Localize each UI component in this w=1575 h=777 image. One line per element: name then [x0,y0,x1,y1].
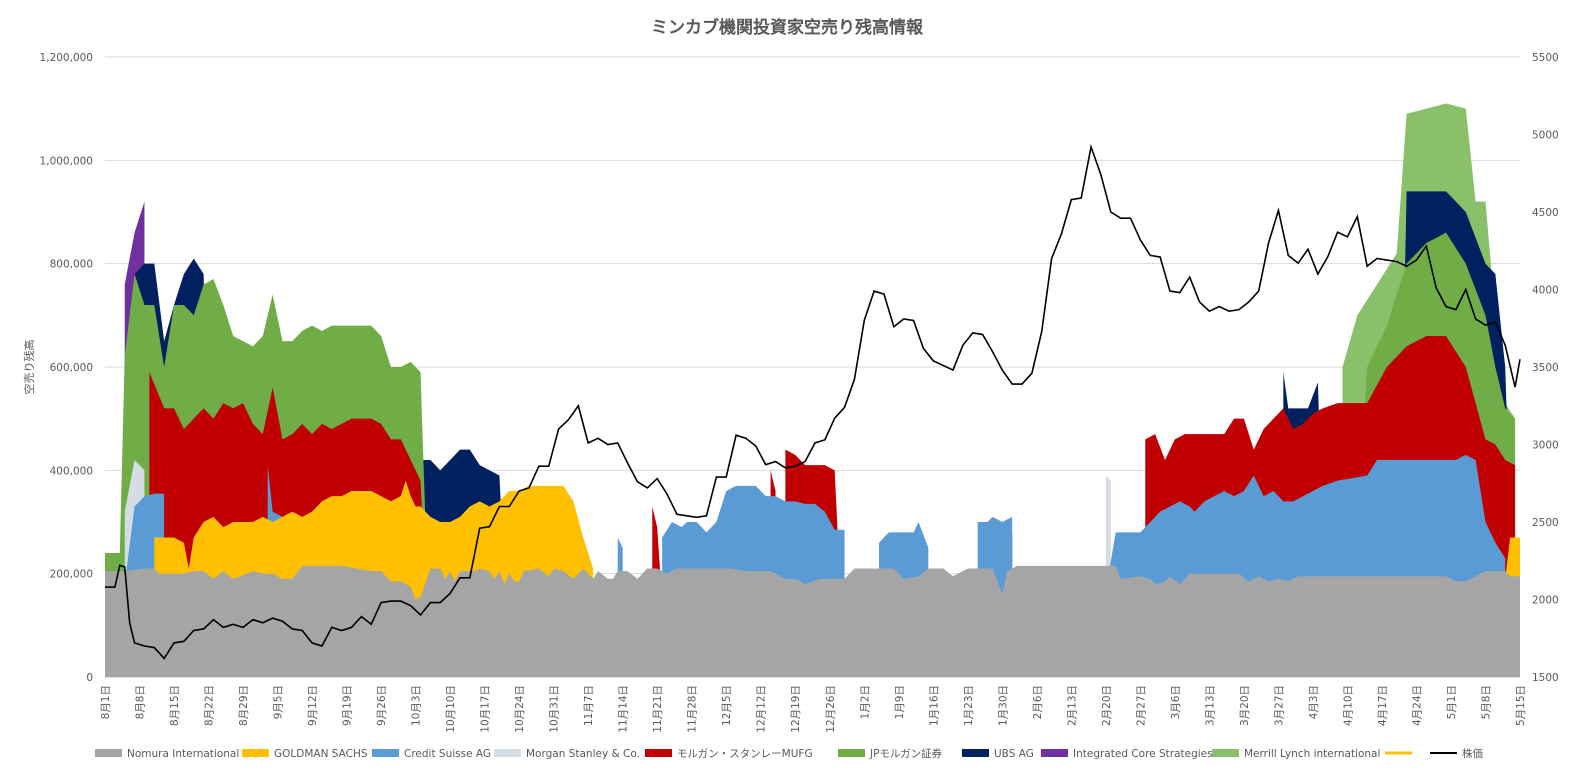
x-tick-label: 9月19日 [342,685,354,726]
y2-tick-label: 5500 [1532,52,1559,64]
y-tick-label: 0 [86,672,93,684]
x-tick-label: 3月13日 [1204,685,1216,726]
x-tick-label: 4月24日 [1411,685,1423,726]
x-tick-label: 5月1日 [1446,685,1458,719]
x-tick-label: 3月6日 [1170,685,1182,719]
chart-title: ミンカブ機関投資家空売り残高情報 [651,17,924,38]
x-tick-label: 8月29日 [238,685,250,726]
x-tick-label: 9月26日 [376,685,388,726]
x-tick-label: 8月1日 [100,685,112,719]
x-tick-label: 4月17日 [1377,685,1389,726]
legend-label: Integrated Core Strategies [1073,748,1213,760]
x-tick-label: 11月7日 [583,685,595,726]
legend-swatch [645,749,672,757]
x-tick-label: 12月12日 [756,685,768,733]
x-tick-label: 3月27日 [1273,685,1285,726]
x-tick-label: 12月26日 [825,685,837,733]
x-tick-label: 8月15日 [169,685,181,726]
x-tick-label: 4月3日 [1308,685,1320,719]
x-tick-label: 5月15日 [1515,685,1527,726]
x-tick-label: 9月12日 [307,685,319,726]
legend-swatch [95,749,122,757]
x-tick-label: 4月10日 [1342,685,1354,726]
x-tick-label: 10月31日 [549,685,561,733]
legend-label: Morgan Stanley & Co. [526,748,640,760]
legend-label: 株価 [1462,747,1483,760]
legend-swatch [242,749,269,757]
y2-tick-label: 1500 [1532,672,1559,684]
x-tick-label: 9月5日 [273,685,285,719]
area-series [105,565,1520,677]
x-tick-label: 8月22日 [204,685,216,726]
y2-tick-label: 3500 [1532,362,1559,374]
y2-tick-label: 4500 [1532,207,1559,219]
y-tick-label: 200,000 [50,569,93,581]
y-tick-label: 800,000 [50,259,93,271]
x-tick-label: 2月20日 [1101,685,1113,726]
y2-tick-label: 4000 [1532,285,1559,297]
legend-swatch [838,749,865,757]
legend-label: Merrill Lynch international [1244,748,1380,760]
legend-label: JPモルガン証券 [869,747,943,760]
y2-tick-label: 2000 [1532,595,1559,607]
x-tick-label: 2月6日 [1032,685,1044,719]
x-tick-label: 5月8日 [1480,685,1492,719]
y-tick-label: 1,000,000 [40,155,93,167]
y-tick-label: 600,000 [50,362,93,374]
x-tick-label: 8月8日 [135,685,147,719]
y-axis-label: 空売り残高 [22,340,36,395]
x-tick-label: 3月20日 [1239,685,1251,726]
y2-tick-label: 5000 [1532,130,1559,142]
price-line [105,143,1521,660]
legend-label: Credit Suisse AG [404,748,491,760]
x-tick-label: 10月24日 [514,685,526,733]
legend-swatch [1212,749,1239,757]
legend-label: モルガン・スタンレーMUFG [677,748,813,760]
x-tick-label: 12月19日 [790,685,802,733]
x-tick-label: 1月23日 [963,685,975,726]
legend-label: UBS AG [994,748,1034,760]
y-tick-label: 400,000 [50,465,93,477]
y2-tick-label: 2500 [1532,517,1559,529]
legend-label: Nomura International [127,748,239,760]
x-tick-label: 11月28日 [687,685,699,733]
x-tick-label: 10月3日 [411,685,423,726]
x-tick-label: 11月21日 [652,685,664,733]
x-tick-label: 1月9日 [894,685,906,719]
legend-swatch [372,749,399,757]
x-tick-label: 11月14日 [618,685,630,733]
x-tick-label: 12月5日 [721,685,733,726]
x-tick-label: 1月16日 [928,685,940,726]
x-tick-label: 2月13日 [1066,685,1078,726]
legend-label: GOLDMAN SACHS [274,748,368,760]
y2-tick-label: 3000 [1532,440,1559,452]
legend-swatch [962,749,989,757]
legend-swatch [1041,749,1068,757]
x-tick-label: 1月2日 [859,685,871,719]
x-tick-label: 10月17日 [480,685,492,733]
x-tick-label: 1月30日 [997,685,1009,726]
y-tick-label: 1,200,000 [40,52,93,64]
legend-swatch [494,749,521,757]
x-tick-label: 2月27日 [1135,685,1147,726]
x-tick-label: 10月10日 [445,685,457,733]
